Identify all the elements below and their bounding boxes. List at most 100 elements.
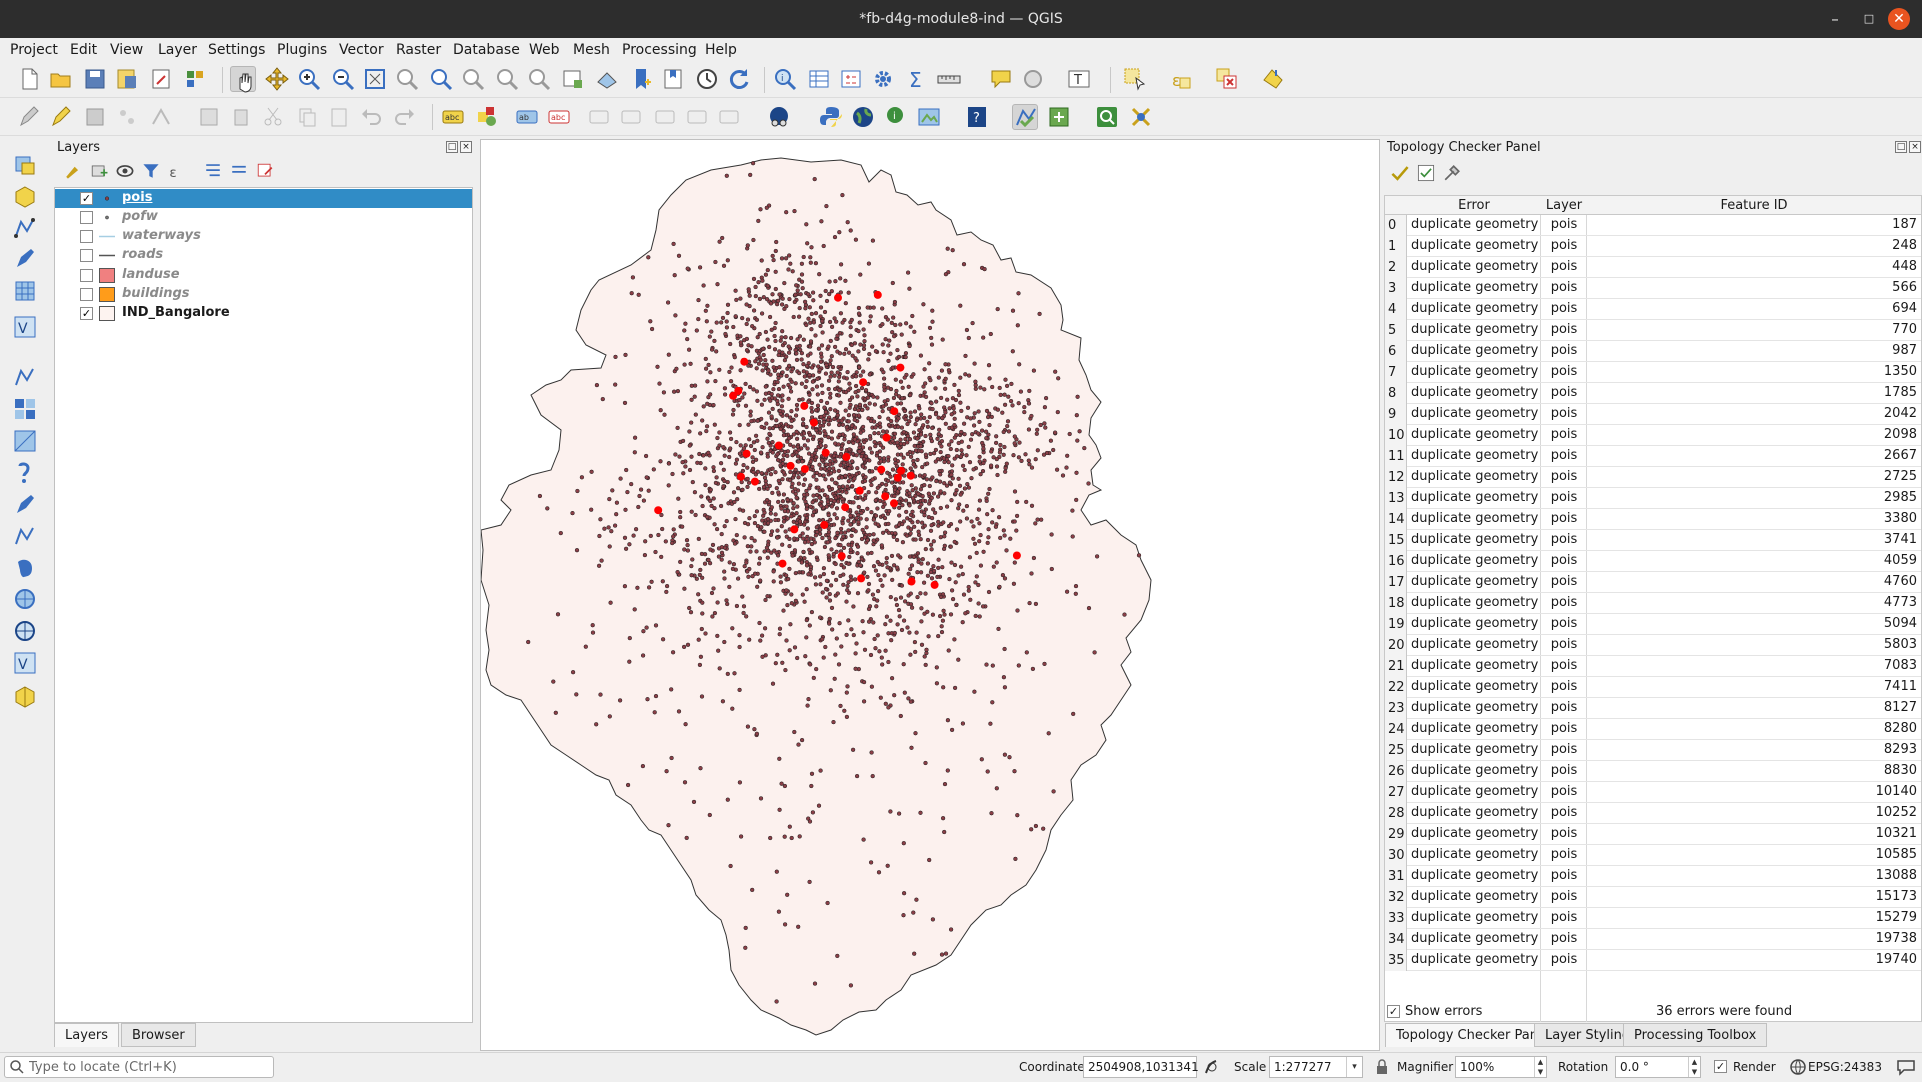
layer-row-buildings[interactable]: buildings [55, 285, 472, 304]
table-row[interactable]: 25 duplicate geometry pois 8293 [1385, 740, 1921, 761]
zoom-to-layer-icon[interactable] [428, 66, 454, 92]
add-point-cloud-icon[interactable] [12, 684, 38, 710]
statistical-summary-icon[interactable]: Σ [904, 66, 930, 92]
table-row[interactable]: 9 duplicate geometry pois 2042 [1385, 404, 1921, 425]
table-row[interactable]: 29 duplicate geometry pois 10321 [1385, 824, 1921, 845]
settings-tool-icon[interactable] [1128, 104, 1154, 130]
remove-layer-icon[interactable] [254, 160, 276, 182]
table-row[interactable]: 22 duplicate geometry pois 7411 [1385, 677, 1921, 698]
table-row[interactable]: 30 duplicate geometry pois 10585 [1385, 845, 1921, 866]
zoom-out-icon[interactable] [330, 66, 356, 92]
zoom-in-icon[interactable] [296, 66, 322, 92]
menu-web[interactable]: Web [529, 42, 560, 58]
layer-visibility-checkbox[interactable] [80, 269, 93, 282]
menu-layer[interactable]: Layer [158, 42, 198, 58]
pin-labels-icon[interactable]: ab [514, 104, 540, 130]
table-row[interactable]: 28 duplicate geometry pois 10252 [1385, 803, 1921, 824]
layer-visibility-checkbox[interactable]: ✓ [80, 307, 93, 320]
menu-help[interactable]: Help [705, 42, 737, 58]
undo-icon[interactable] [358, 104, 384, 130]
close-panel-icon[interactable]: × [460, 141, 472, 153]
table-row[interactable]: 8 duplicate geometry pois 1785 [1385, 383, 1921, 404]
collapse-all-icon[interactable] [228, 160, 250, 182]
print-layout-icon[interactable] [148, 66, 174, 92]
save-project-icon[interactable] [82, 66, 108, 92]
layer-row-roads[interactable]: roads [55, 246, 472, 265]
scale-combobox[interactable]: 1:277277 ▾ [1269, 1056, 1363, 1078]
help-contents-icon[interactable]: ? [964, 104, 990, 130]
attribute-table-icon[interactable] [806, 66, 832, 92]
table-row[interactable]: 11 duplicate geometry pois 2667 [1385, 446, 1921, 467]
menu-mesh[interactable]: Mesh [573, 42, 610, 58]
minimize-button[interactable]: – [1831, 10, 1839, 28]
add-wcs-icon[interactable] [12, 586, 38, 612]
zoom-last-icon[interactable] [494, 66, 520, 92]
table-row[interactable]: 16 duplicate geometry pois 4059 [1385, 551, 1921, 572]
table-row[interactable]: 12 duplicate geometry pois 2725 [1385, 467, 1921, 488]
processing-settings-icon[interactable] [870, 66, 896, 92]
menu-database[interactable]: Database [453, 42, 520, 58]
pan-map-icon[interactable] [230, 66, 256, 93]
locator-bar[interactable] [4, 1056, 274, 1078]
layer-labeling-icon[interactable] [474, 104, 500, 130]
zoom-to-selection-icon[interactable] [394, 66, 420, 92]
menu-processing[interactable]: Processing [622, 42, 697, 58]
validate-all-icon[interactable] [1389, 162, 1411, 184]
table-row[interactable]: 19 duplicate geometry pois 5094 [1385, 614, 1921, 635]
chevron-down-icon[interactable]: ▾ [1346, 1057, 1362, 1077]
table-row[interactable]: 5 duplicate geometry pois 770 [1385, 320, 1921, 341]
menu-plugins[interactable]: Plugins [277, 42, 328, 58]
messages-icon[interactable] [1896, 1058, 1916, 1076]
table-row[interactable]: 15 duplicate geometry pois 3741 [1385, 530, 1921, 551]
zoom-full-icon[interactable] [362, 66, 388, 92]
add-delimited-text-icon[interactable] [12, 246, 38, 272]
cut-features-icon[interactable] [260, 104, 286, 130]
open-field-calc-icon[interactable] [1260, 66, 1286, 92]
save-as-icon[interactable] [114, 66, 140, 92]
maximize-button[interactable]: □ [1863, 12, 1875, 25]
map-canvas[interactable] [480, 139, 1380, 1051]
new-bookmark-icon[interactable] [628, 66, 654, 92]
table-row[interactable]: 35 duplicate geometry pois 19740 [1385, 950, 1921, 971]
crs-globe-icon[interactable] [1789, 1058, 1807, 1076]
tab-browser[interactable]: Browser [121, 1023, 196, 1047]
topology-checker-icon[interactable] [1012, 104, 1038, 130]
style-manager-icon[interactable] [182, 66, 208, 92]
filter-legend-icon[interactable] [140, 160, 162, 182]
label-properties-icon[interactable] [716, 104, 742, 130]
render-checkbox[interactable]: ✓ [1714, 1060, 1727, 1073]
new-3d-view-icon[interactable] [594, 66, 620, 92]
vertex-tool-icon[interactable] [148, 104, 174, 130]
menu-settings[interactable]: Settings [208, 42, 266, 58]
text-annotation-icon[interactable]: T [1066, 66, 1092, 92]
change-label-icon[interactable] [652, 104, 678, 130]
refresh-icon[interactable] [726, 66, 752, 92]
add-xyz-icon[interactable] [12, 618, 38, 644]
lock-scale-icon[interactable] [1373, 1058, 1391, 1076]
rotation-spinbox[interactable]: 0.0 ° ▲ ▼ [1615, 1056, 1701, 1078]
move-label-icon[interactable] [586, 104, 612, 130]
new-project-icon[interactable] [16, 66, 42, 92]
add-feature-icon[interactable] [114, 104, 140, 130]
layer-row-waterways[interactable]: waterways [55, 227, 472, 246]
save-edits-icon[interactable] [82, 104, 108, 130]
table-row[interactable]: 3 duplicate geometry pois 566 [1385, 278, 1921, 299]
menu-vector[interactable]: Vector [339, 42, 384, 58]
add-vector-tile-icon[interactable]: V [12, 650, 38, 676]
add-group-icon[interactable] [88, 160, 110, 182]
add-raster-icon[interactable] [12, 278, 38, 304]
column-header-error[interactable]: Error [1458, 198, 1490, 213]
float-panel-icon[interactable]: □ [1895, 141, 1907, 153]
add-postgis-icon[interactable] [12, 492, 38, 518]
manage-map-themes-icon[interactable] [114, 160, 136, 182]
copy-features-icon[interactable] [294, 104, 320, 130]
menu-edit[interactable]: Edit [70, 42, 98, 58]
layer-row-pofw[interactable]: pofw [55, 208, 472, 227]
label-toolbar-icon[interactable]: abc [440, 104, 466, 130]
table-row[interactable]: 0 duplicate geometry pois 187 [1385, 215, 1921, 236]
table-row[interactable]: 7 duplicate geometry pois 1350 [1385, 362, 1921, 383]
show-bookmarks-icon[interactable] [660, 66, 686, 92]
deselect-features-icon[interactable] [1214, 66, 1240, 92]
new-geopackage-icon[interactable] [12, 184, 38, 210]
zoom-native-icon[interactable] [460, 66, 486, 92]
